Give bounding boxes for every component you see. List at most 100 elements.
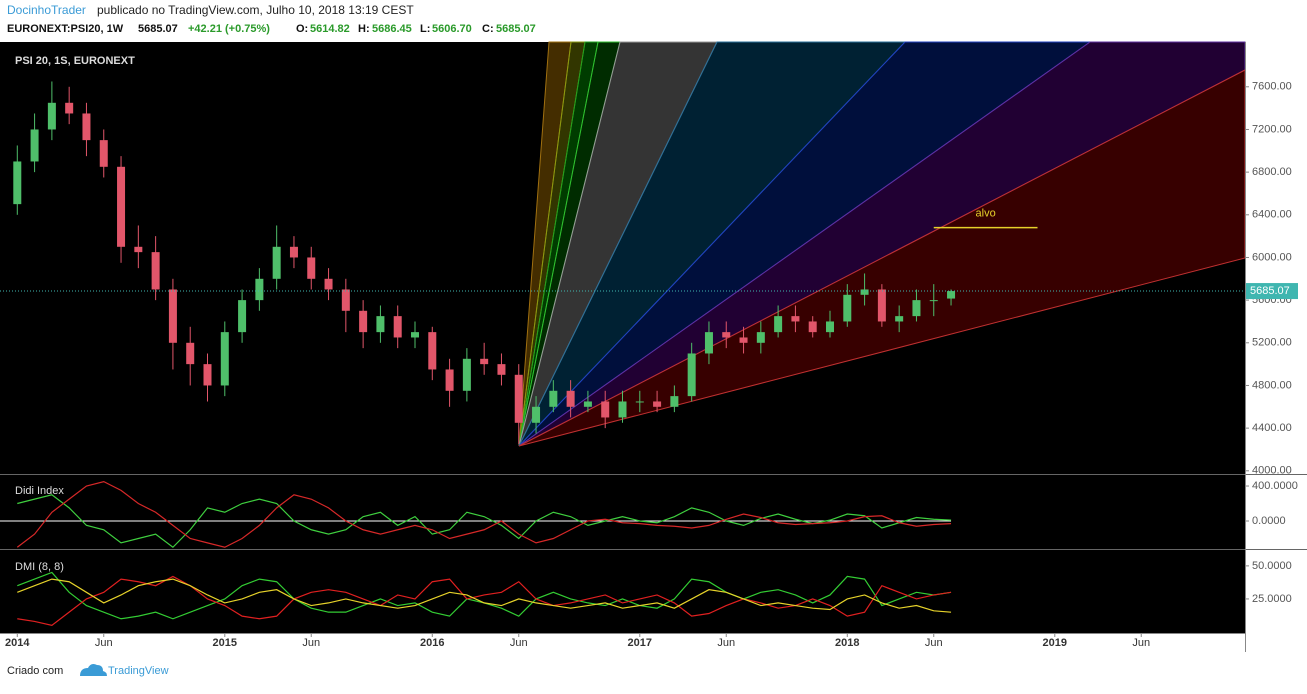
candle-body [670, 396, 679, 407]
candle-body [583, 401, 592, 407]
candle-body [428, 332, 437, 370]
candle-body [877, 289, 886, 322]
candle-body [566, 390, 575, 407]
indicator-line [16, 481, 952, 548]
candle-body [151, 252, 160, 290]
y-tick-label: 50.0000 [1252, 560, 1292, 572]
candle-body [722, 332, 731, 338]
candle-body [601, 401, 610, 418]
x-tick-label: 2014 [5, 637, 30, 649]
candle-body [376, 316, 385, 333]
x-tick-label: 2017 [628, 637, 652, 649]
y-tick-label: 400.0000 [1252, 480, 1298, 492]
y-tick-label: 6400.00 [1252, 209, 1292, 221]
author: DocinhoTrader [7, 3, 86, 17]
value: 5606.70 [432, 23, 472, 35]
value: 5614.82 [310, 23, 350, 35]
candle-body [497, 364, 506, 375]
panel-title: Didi Index [15, 485, 64, 497]
candle-body [186, 342, 195, 365]
indicator-line [17, 494, 952, 549]
logo [80, 664, 107, 676]
candle-body [756, 332, 765, 343]
candle-body [65, 102, 74, 114]
y-tick-label: 7600.00 [1252, 81, 1292, 93]
candle-body [635, 401, 644, 403]
gann-fan [518, 41, 1246, 447]
last: 5685.07 [138, 23, 178, 35]
candle-body [289, 246, 298, 258]
footer-text: Criado com [7, 665, 63, 677]
candle-body [134, 246, 143, 253]
y-tick-label: 4400.00 [1252, 422, 1292, 434]
candle-body [82, 113, 91, 141]
candle-body [462, 358, 471, 391]
y-tick-label: 5200.00 [1252, 337, 1292, 349]
y-tick-label: 6800.00 [1252, 166, 1292, 178]
candle-body [307, 257, 316, 279]
candle-body [549, 390, 558, 407]
candle-body [704, 332, 713, 354]
candle-body [618, 401, 627, 418]
x-tick-label: 2019 [1043, 637, 1067, 649]
candle-body [929, 300, 938, 302]
x-tick-label: Jun [1132, 637, 1150, 649]
label: H: [358, 23, 370, 35]
candle-body [514, 374, 523, 423]
candle-body [255, 278, 264, 301]
candle-body [13, 161, 22, 205]
candle-body [912, 300, 921, 317]
y-tick-label: 7200.00 [1252, 123, 1292, 135]
candle-body [808, 321, 817, 333]
candle-body [238, 300, 247, 333]
x-tick-label: Jun [510, 637, 528, 649]
candle-body [220, 332, 229, 386]
x-tick-label: Jun [95, 637, 113, 649]
candle-body [739, 337, 748, 343]
candle-body [272, 246, 281, 279]
last-price-tag [1246, 283, 1298, 300]
change: +42.21 (+0.75%) [188, 23, 270, 35]
x-tick-label: Jun [302, 637, 320, 649]
panel-title: DMI (8, 8) [15, 561, 64, 573]
y-tick-label: 6000.00 [1252, 251, 1292, 263]
candle-body [324, 278, 333, 290]
y-tick-label: 25.0000 [1252, 593, 1292, 605]
x-tick-label: 2015 [213, 637, 237, 649]
last-price-label: 5685.07 [1250, 285, 1290, 297]
candle-body [203, 364, 212, 386]
candle-body [393, 316, 402, 338]
ohlc-header: EURONEXT:PSI20, 1W 5685.07 +42.21 (+0.75… [7, 23, 536, 35]
candle-body [895, 316, 904, 322]
candle-body [653, 401, 662, 407]
candle-body [687, 353, 696, 397]
footer-brand[interactable]: TradingView [108, 665, 169, 677]
candle-body [791, 316, 800, 322]
candle-body [947, 291, 956, 299]
candle-body [860, 289, 869, 295]
candle-body [341, 289, 350, 311]
value: 5686.45 [372, 23, 412, 35]
candle-body [30, 129, 39, 162]
label: C: [482, 23, 494, 35]
x-tick-label: Jun [717, 637, 735, 649]
candle-body [47, 102, 56, 130]
symbol: EURONEXT:PSI20, 1W [7, 23, 124, 35]
candle-body [99, 140, 108, 167]
annotation-label: alvo [976, 208, 996, 220]
candle-body [480, 358, 489, 365]
indicator-line [17, 578, 952, 613]
label: L: [420, 23, 430, 35]
candle-body [117, 166, 126, 247]
label: O: [296, 23, 308, 35]
candle-body [826, 321, 834, 333]
x-tick-label: Jun [925, 637, 943, 649]
candle-body [774, 316, 783, 333]
x-tick-label: 2018 [835, 637, 859, 649]
panel-title: PSI 20, 1S, EURONEXT [15, 55, 135, 67]
y-tick-label: 4800.00 [1252, 379, 1292, 391]
candle-body [445, 369, 454, 391]
value: 5685.07 [496, 23, 536, 35]
